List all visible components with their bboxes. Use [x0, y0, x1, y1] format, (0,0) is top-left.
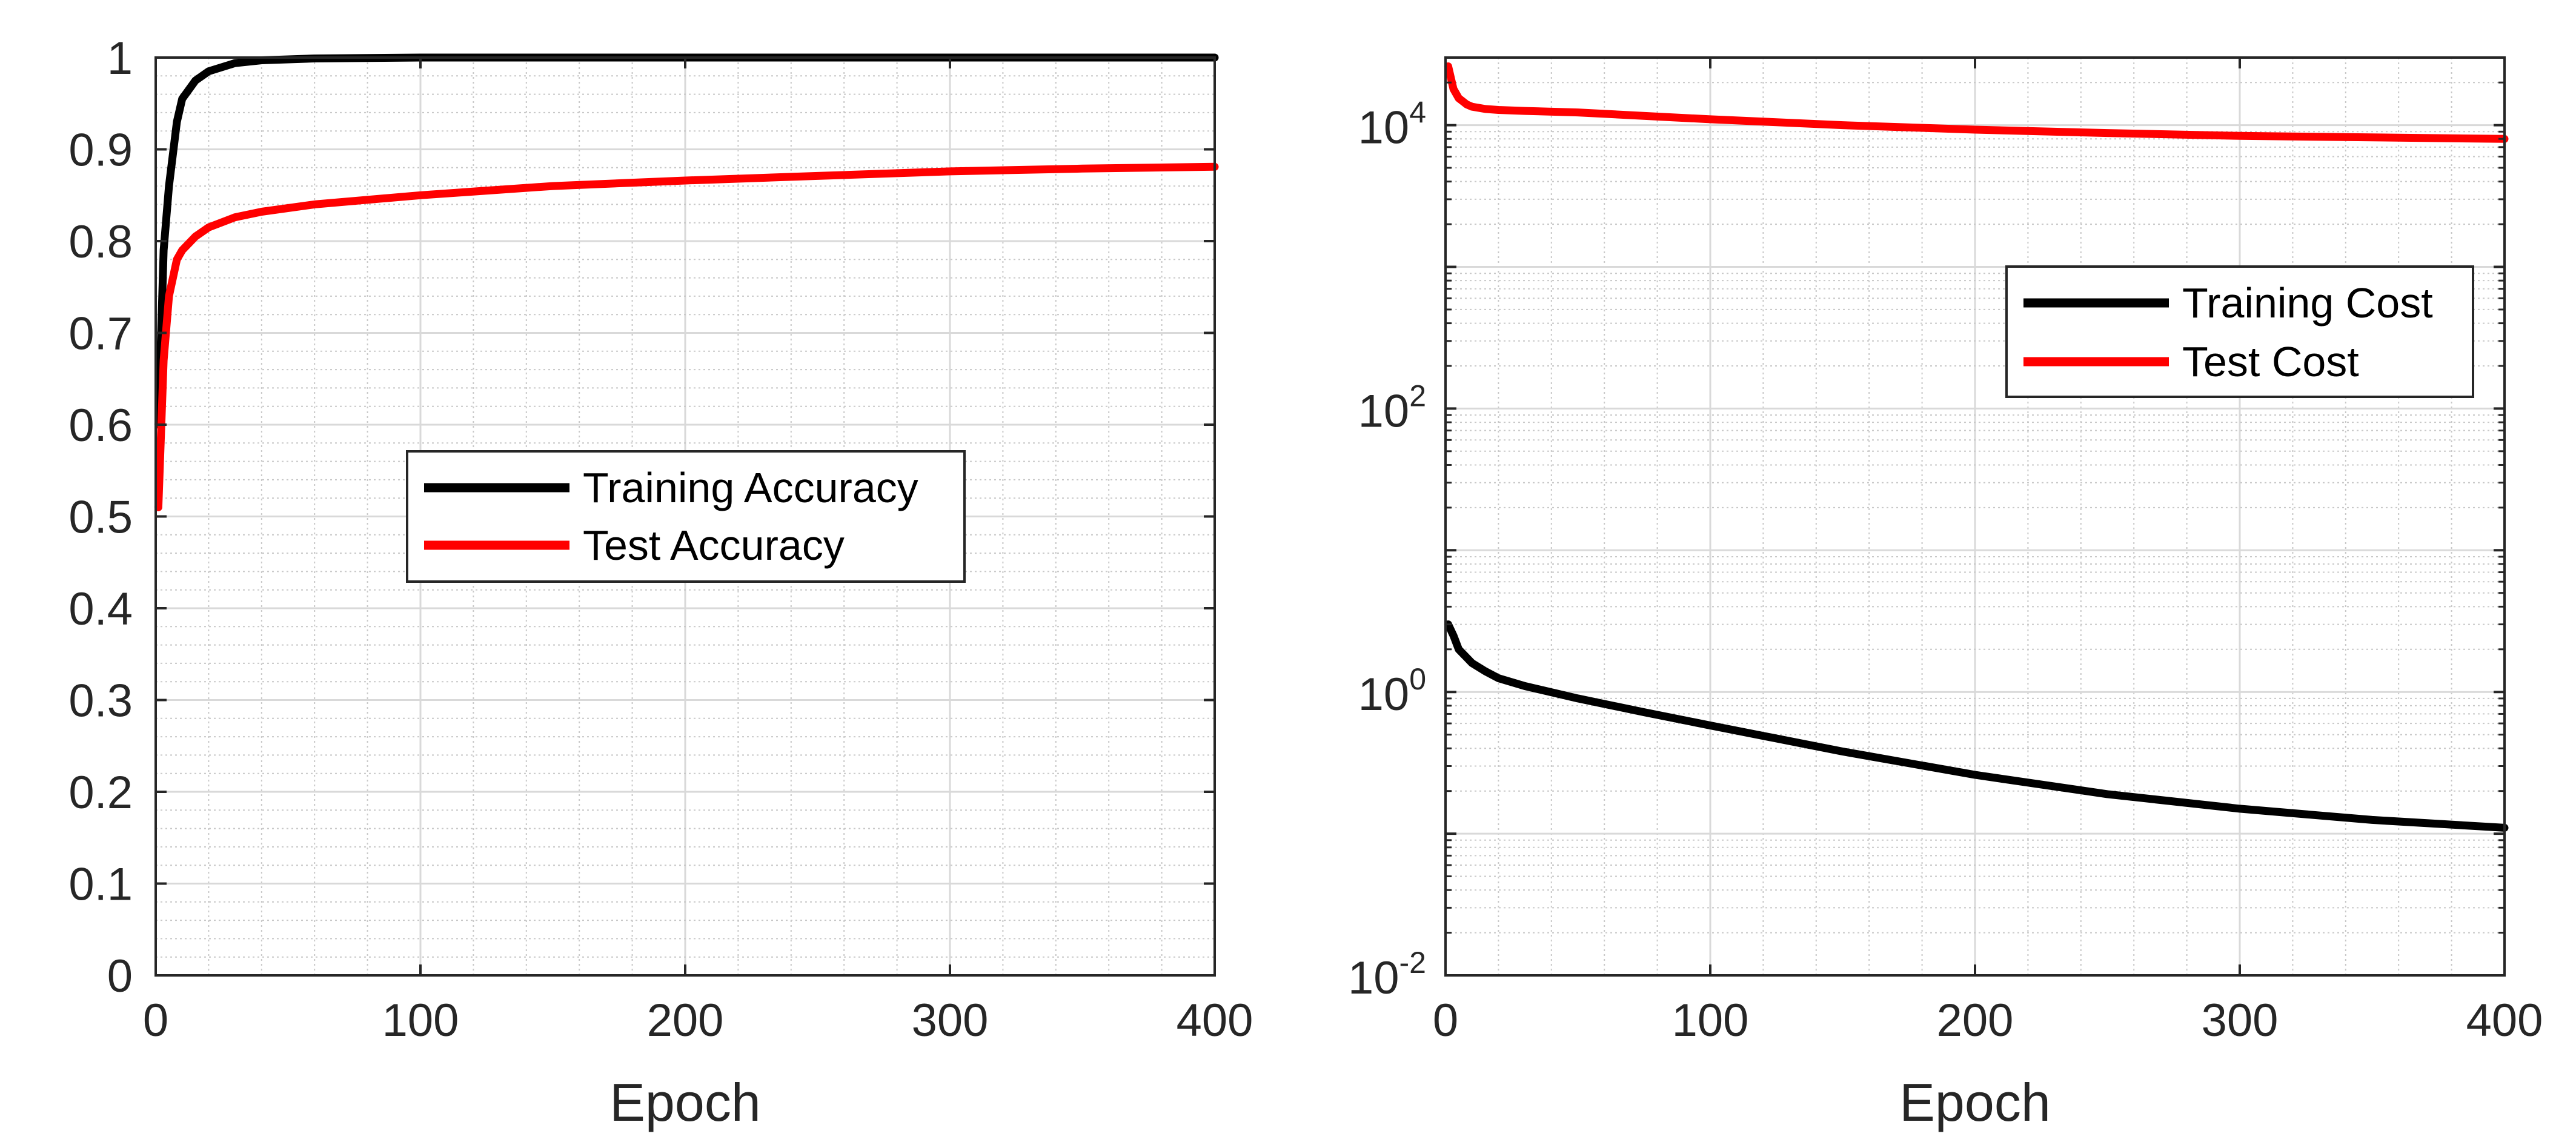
cost-x-tick-label: 400	[2466, 995, 2543, 1046]
accuracy-x-tick-label: 100	[382, 995, 459, 1046]
accuracy-legend: Training Accuracy Test Accuracy	[406, 450, 966, 583]
cost-series	[1444, 62, 2509, 832]
cost-y-tick-label: 10-2	[1348, 946, 1426, 1004]
accuracy-legend-box	[406, 450, 966, 583]
accuracy-x-tick-label: 300	[912, 995, 989, 1046]
cost-ticks	[1444, 58, 2506, 975]
accuracy-x-tick-label: 0	[143, 995, 168, 1046]
legend-label-training-accuracy: Training Accuracy	[583, 464, 918, 511]
cost-y-tick-label: 100	[1358, 662, 1426, 720]
series-line-test-cost	[1444, 62, 2509, 143]
cost-legend: Training Cost Test Cost	[2005, 265, 2474, 398]
legend-label-training-cost: Training Cost	[2182, 279, 2433, 327]
cost-x-tick-label: 200	[1937, 995, 2014, 1046]
legend-label-test-cost: Test Cost	[2182, 338, 2359, 385]
accuracy-y-tick-label: 0.6	[68, 400, 133, 451]
accuracy-y-tick-label: 0.5	[68, 492, 133, 543]
accuracy-x-tick-label: 200	[647, 995, 724, 1046]
accuracy-x-tick-label: 400	[1177, 995, 1253, 1046]
accuracy-y-tick-label: 0	[107, 951, 133, 1002]
series-line-training-cost	[1444, 620, 2509, 832]
cost-y-tick-labels: 10-2 100 102 104	[1348, 96, 1426, 1004]
cost-x-tick-label: 0	[1433, 995, 1458, 1046]
cost-x-tick-labels: 0 100 200 300 400	[1433, 995, 2543, 1046]
accuracy-chart: 0 100 200 300 400 00.10.20.30.40.50.60.70.80…	[68, 33, 1253, 1132]
cost-x-axis-label: Epoch	[1899, 1072, 2051, 1132]
accuracy-y-tick-label: 0.7	[68, 308, 133, 360]
accuracy-y-tick-label: 0.2	[68, 767, 133, 818]
accuracy-y-tick-labels: 0 0.1 0.2 0.3 0.4 0.5 0.6 0.7 0.8 0.9 1	[68, 33, 133, 1002]
series-line-test-accuracy	[154, 162, 1219, 511]
accuracy-y-tick-label: 0.4	[68, 583, 133, 635]
accuracy-ticks	[154, 56, 1216, 977]
cost-chart: 0 100 200 300 400 10-2 100 102 104 Epoch Traini…	[1348, 56, 2543, 1132]
accuracy-y-tick-label: 1	[107, 33, 133, 84]
accuracy-y-tick-label: 0.1	[68, 859, 133, 911]
legend-label-test-accuracy: Test Accuracy	[583, 522, 845, 569]
accuracy-grid	[156, 58, 1215, 975]
accuracy-y-tick-label: 0.8	[68, 216, 133, 268]
accuracy-x-axis-label: Epoch	[609, 1072, 761, 1132]
accuracy-y-tick-label: 0.3	[68, 675, 133, 727]
cost-x-tick-label: 300	[2202, 995, 2279, 1046]
accuracy-y-tick-label: 0.9	[68, 125, 133, 176]
accuracy-x-tick-labels: 0 100 200 300 400	[143, 995, 1253, 1046]
cost-y-tick-label: 104	[1358, 96, 1426, 154]
cost-x-tick-label: 100	[1672, 995, 1749, 1046]
cost-legend-box	[2005, 265, 2474, 398]
cost-y-tick-label: 102	[1358, 379, 1426, 437]
